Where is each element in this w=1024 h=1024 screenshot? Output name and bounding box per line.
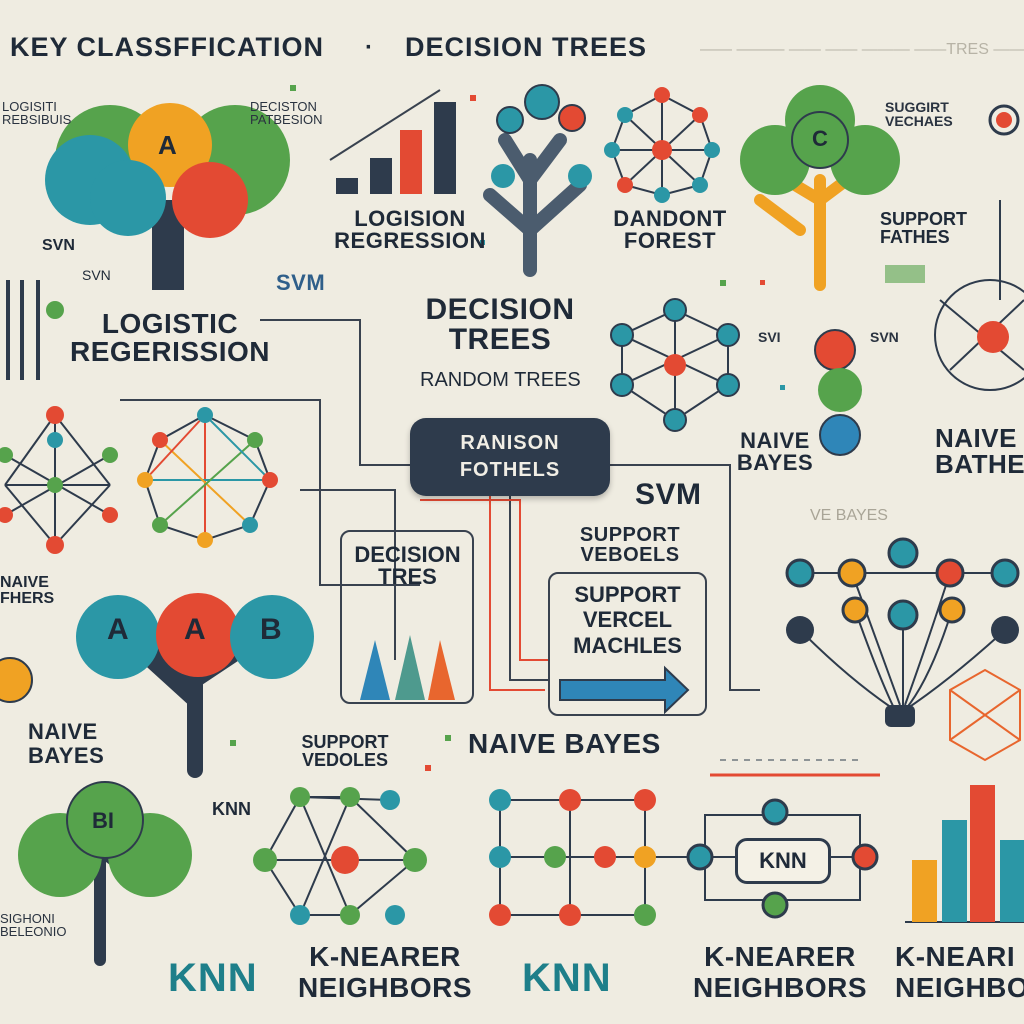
label-k-nearer-neighbors-2: K-NEARER NEIGHBORS	[692, 941, 868, 1003]
tree-letter-a-main: A	[184, 613, 206, 646]
center-node-line2: FOTHELS	[459, 459, 561, 481]
label-svm-box: SVM	[276, 270, 326, 295]
label-svi: SVI	[758, 329, 781, 345]
arrow-right	[559, 665, 690, 715]
network-top-nodes	[604, 87, 720, 203]
label-sighoni-beleonio: SIGHONI BELEONIO	[0, 911, 67, 939]
header-separator: ·	[365, 34, 373, 61]
label-logistic-regerission: LOGISTIC REGERISSION	[70, 308, 270, 367]
red-connectors	[420, 496, 548, 691]
label-k-nearer-neighbors-3: K-NEARI NEIGHBO	[895, 942, 1024, 1003]
network-bottom-c-nodes	[686, 798, 879, 919]
label-vebayes-faded: VE BAYES	[810, 507, 888, 524]
header-title-left: KEY CLASSFFICATION	[10, 32, 325, 62]
tree-letter-a-top: A	[158, 130, 177, 160]
connector-lines	[120, 319, 760, 691]
center-node-line1: RANISON	[460, 432, 560, 454]
hierarchy-right	[799, 572, 1006, 711]
header-title-right: DECISION TREES	[405, 32, 648, 62]
label-decision-trees: DECISION TREES	[425, 293, 575, 356]
support-box: SUPPORT VERCEL MACHLES	[548, 572, 707, 716]
hierarchy-nodes	[785, 537, 1020, 727]
center-node[interactable]: RANISON FOTHELS	[410, 418, 610, 496]
tree-top-left	[45, 103, 290, 290]
label-svn-2: SVN	[82, 267, 111, 283]
bar-chart-bottom	[905, 785, 1024, 923]
label-svn-1: SVN	[42, 237, 75, 254]
bar-chart-top	[329, 89, 456, 194]
tree-letter-a-bottom: A	[107, 613, 129, 646]
network-left-nodes	[0, 406, 118, 554]
tree-top-center	[483, 84, 592, 277]
colorful-web-nodes	[137, 407, 278, 548]
label-svm-right: SVM	[635, 478, 702, 511]
label-naive-bayes-a: NAIVE BAYES	[736, 428, 814, 475]
label-support-vercel-machles: SUPPORT VERCEL MACHLES	[573, 582, 682, 658]
label-dandont-forest: DANDONT FOREST	[613, 206, 727, 253]
left-edge-circle	[0, 657, 33, 703]
label-suggirt-vechaes: SUGGIRT VECHAES	[885, 99, 953, 129]
tree-letter-b: B	[260, 613, 282, 646]
label-knn-big-center: KNN	[522, 956, 612, 1000]
label-naive-bayes-center: NAIVE BAYES	[468, 728, 661, 759]
label-k-nearer-neighbors-1: K-NEARER NEIGHBORS	[297, 941, 473, 1003]
knn-pill[interactable]: KNN	[735, 838, 831, 884]
tree-letter-bi: BI	[92, 808, 114, 833]
label-support-vedoles: SUPPORT VEDOLES	[301, 732, 389, 770]
label-naive-fhers: NAIVE FHERS	[0, 574, 55, 607]
header-faded-text: —— ——— —— —— ——— ——TRES ———	[700, 41, 1024, 58]
network-mid-nodes	[610, 298, 740, 432]
network-bottom-a-nodes	[253, 787, 427, 925]
label-top-left-small: LOGISITI REBSIBUIS	[2, 99, 72, 127]
triangle-chart	[360, 635, 455, 700]
tree-bottom-left	[18, 781, 192, 966]
molecule-orange	[949, 668, 1021, 762]
label-svn-3: SVN	[870, 329, 899, 345]
label-decision-patbesion: DECISTON PATBESION	[250, 99, 323, 127]
right-icons	[988, 104, 1020, 300]
label-logision-regression: LOGISION REGRESSION	[334, 206, 486, 253]
label-naive-bayes-left: NAIVE BAYES	[28, 719, 105, 769]
label-random-trees: RANDOM TREES	[420, 369, 581, 391]
label-decision-tres: DECISION TRES	[354, 542, 461, 589]
label-support-fathes: SUPPORT FATHES	[880, 209, 968, 247]
left-stick-node	[46, 301, 64, 319]
label-knn-small: KNN	[212, 799, 251, 819]
stacked-circles	[814, 329, 862, 456]
tree-letter-c: C	[812, 126, 828, 151]
network-bottom-b-nodes	[489, 789, 656, 926]
left-sticks	[6, 280, 40, 380]
tree-abb	[76, 593, 314, 778]
label-knn-big-left: KNN	[168, 956, 258, 1000]
decision-tres-box: DECISION TRES	[340, 530, 474, 704]
label-support-veboels: SUPPORT VEBOELS	[579, 524, 681, 566]
tree-top-right	[740, 85, 900, 291]
confetti	[230, 85, 925, 771]
molecule-core	[977, 321, 1009, 353]
